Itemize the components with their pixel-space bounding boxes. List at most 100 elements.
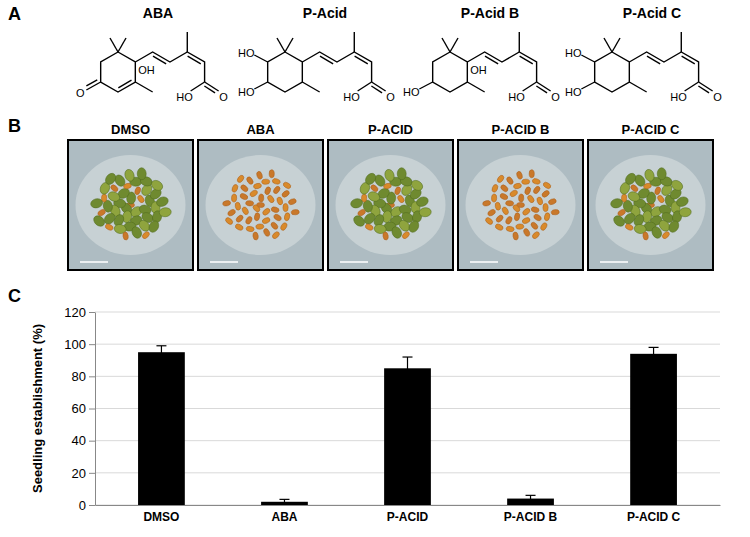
double-bond <box>485 56 498 64</box>
seedling <box>159 207 172 217</box>
bond <box>581 55 594 62</box>
seed <box>499 193 508 201</box>
seed <box>281 189 291 198</box>
x-tick-label: ABA <box>271 510 297 524</box>
structure: P-Acid BOHHOHOO <box>403 5 560 103</box>
seed <box>104 223 113 231</box>
double-bond <box>520 56 533 64</box>
seedling <box>383 168 395 182</box>
double-bond <box>204 86 215 93</box>
seed <box>522 207 531 216</box>
seed <box>521 217 530 225</box>
seed <box>276 196 284 205</box>
x-tick-label: DMSO <box>143 510 179 524</box>
seed <box>291 209 299 215</box>
seed <box>529 170 534 178</box>
seed <box>518 194 524 202</box>
photo-content <box>68 140 193 270</box>
double-bond <box>536 86 547 93</box>
seed <box>245 216 253 226</box>
ring <box>268 52 303 92</box>
double-bond <box>698 86 709 93</box>
double-bond <box>682 56 695 64</box>
seedling <box>150 178 165 192</box>
chart: 020406080100120DMSOABAP-ACIDP-ACID BP-AC… <box>30 305 721 525</box>
double-bond <box>118 80 131 88</box>
seed <box>506 176 515 186</box>
scale-bar <box>470 261 498 263</box>
seed <box>284 212 291 221</box>
photo-label: P-ACID <box>368 122 413 137</box>
error-bar-stem <box>530 495 531 501</box>
bond <box>450 38 458 52</box>
y-axis-line <box>95 313 96 506</box>
scale-bar <box>80 261 108 263</box>
seed <box>516 224 525 230</box>
atom-label: OH <box>138 64 155 76</box>
atom-label: HO <box>565 47 582 59</box>
atom-label: O <box>219 91 228 103</box>
plate-glare <box>76 155 186 255</box>
bond <box>277 38 285 52</box>
photo-content <box>458 140 583 270</box>
seed <box>514 212 521 221</box>
seed <box>526 194 535 204</box>
seed <box>262 207 271 216</box>
y-tick: 20 <box>72 465 95 480</box>
error-bar <box>403 357 413 380</box>
bond <box>86 82 100 90</box>
seedling <box>679 207 692 217</box>
photo-background <box>458 140 583 270</box>
seed <box>543 203 549 211</box>
seed <box>541 189 551 198</box>
photo-frame <box>458 140 583 270</box>
seed <box>256 224 265 230</box>
photo-background <box>328 140 453 270</box>
y-tick-mark <box>89 344 95 345</box>
panel-label: C <box>8 286 21 306</box>
seed <box>516 171 523 180</box>
bond <box>537 82 551 91</box>
error-bar-cap <box>156 345 166 346</box>
photo-content <box>198 140 323 270</box>
seed <box>656 194 665 204</box>
seed <box>246 226 255 232</box>
x-tick-label: P-ACID C <box>627 510 681 524</box>
y-tick: 0 <box>79 498 95 513</box>
bond <box>519 32 520 52</box>
seed <box>642 232 649 241</box>
seed <box>382 232 389 241</box>
seedling <box>419 207 432 217</box>
y-tick: 120 <box>64 305 95 320</box>
atom-label: O <box>713 91 722 103</box>
y-tick-mark <box>89 473 95 474</box>
bond <box>254 55 267 62</box>
seed <box>544 212 551 221</box>
seedling <box>675 195 689 208</box>
structure-name: P-Acid C <box>623 5 681 21</box>
bond <box>581 82 594 89</box>
seed <box>494 223 503 231</box>
photo-label: P-ACID C <box>622 122 680 137</box>
error-bar-cap <box>526 495 536 496</box>
bond <box>629 82 646 92</box>
x-tick: P-ACID B <box>504 505 558 524</box>
seedling <box>623 171 637 186</box>
seedling <box>612 214 627 229</box>
y-tick-label: 60 <box>72 401 86 416</box>
seed <box>495 202 502 211</box>
double-bond <box>188 56 201 64</box>
seed <box>536 196 544 205</box>
error-bar-cap <box>403 356 413 357</box>
seed <box>532 178 541 185</box>
seed <box>401 231 410 240</box>
seed <box>253 182 262 189</box>
photo-label: ABA <box>246 122 275 137</box>
seedling <box>657 168 666 180</box>
seed <box>239 193 248 201</box>
seed <box>141 231 150 240</box>
seed <box>235 202 242 211</box>
seedling <box>397 168 406 180</box>
error-bar <box>156 346 166 359</box>
bond <box>135 82 152 92</box>
